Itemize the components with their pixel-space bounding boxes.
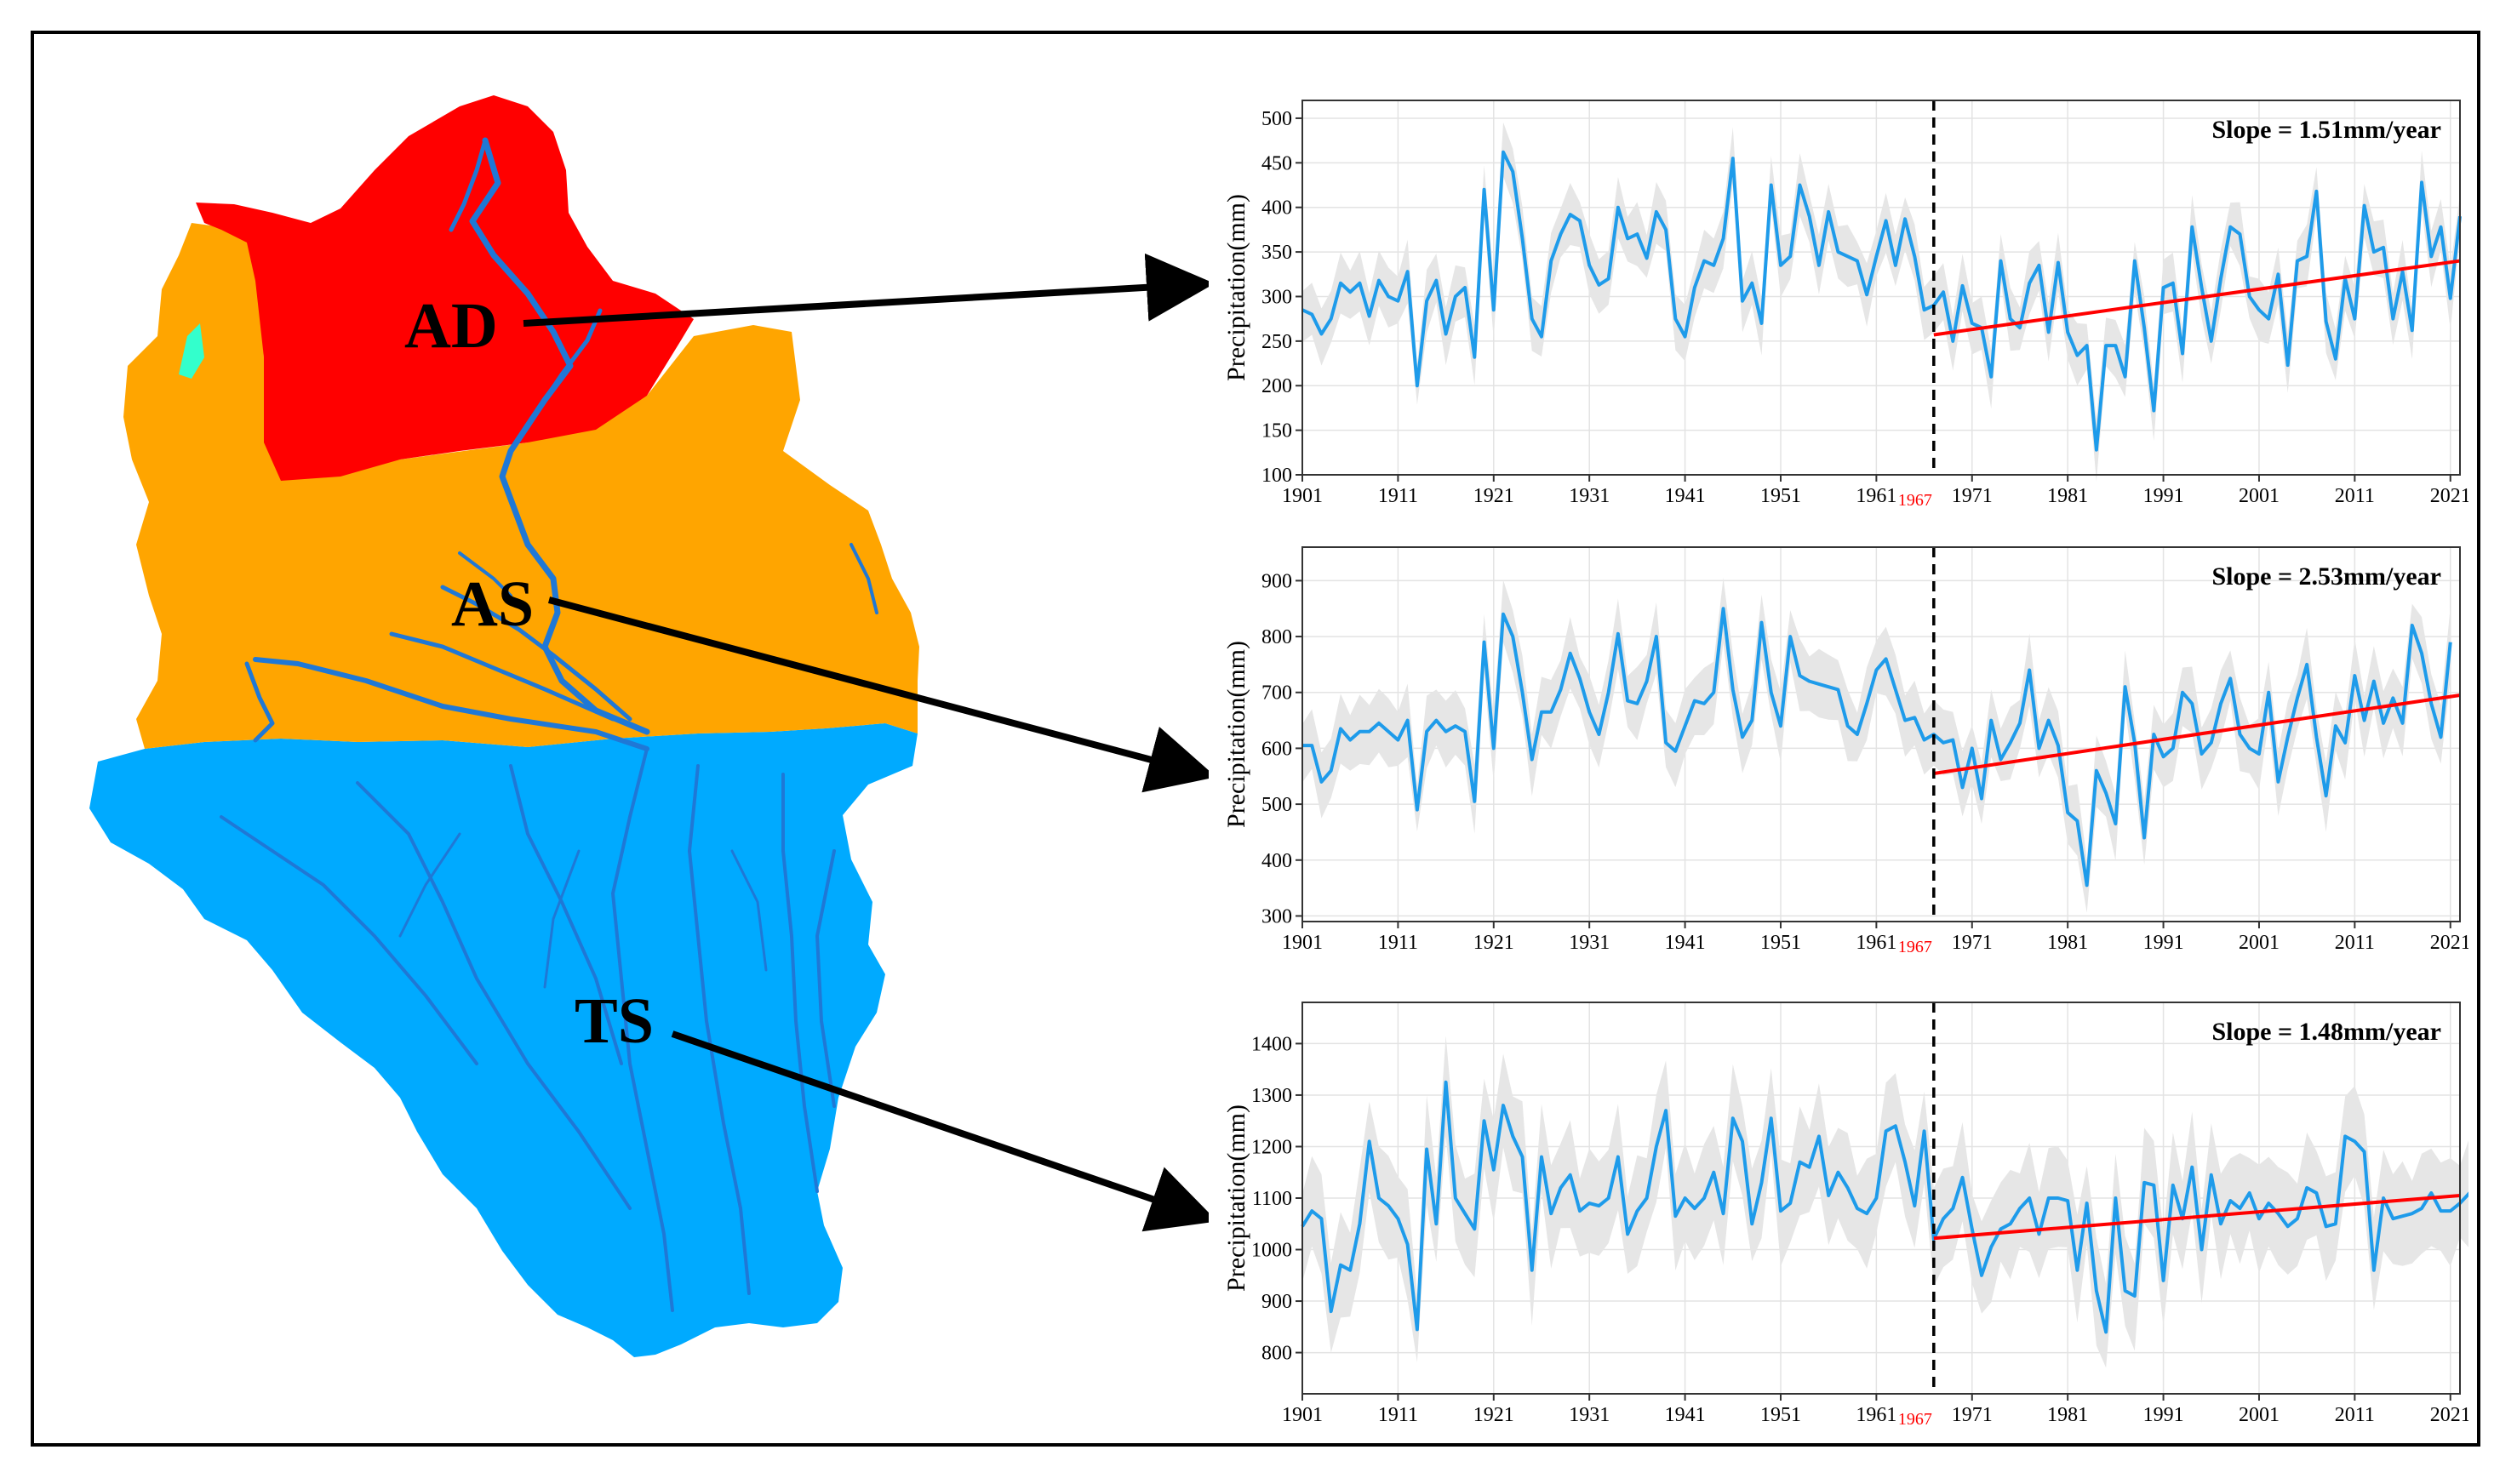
x-tick-label: 1991: [2143, 1404, 2184, 1426]
uncertainty-band: [1302, 1036, 2498, 1368]
x-tick-label: 1921: [1473, 1404, 1514, 1426]
x-tick-label: 1991: [2143, 932, 2184, 954]
y-tick-label: 700: [1261, 682, 1292, 705]
x-tick-label: 1901: [1282, 1404, 1323, 1426]
y-tick-label: 250: [1261, 331, 1292, 353]
region-label-ts: TS: [575, 985, 654, 1057]
x-tick-label: 1951: [1760, 485, 1801, 507]
x-tick-label: 1901: [1282, 932, 1323, 954]
x-tick-label: 1951: [1760, 932, 1801, 954]
y-tick-label: 350: [1261, 242, 1292, 264]
chart-ts: 800 900 1000 1100 1200 1300 1400 1901 1911 1921 19…: [1209, 987, 2500, 1451]
y-tick-label: 1200: [1251, 1136, 1292, 1158]
region-ad: [196, 95, 694, 481]
x-tick-label: 2011: [2335, 1404, 2375, 1426]
x-tick-label: 2001: [2239, 932, 2280, 954]
y-tick-label: 900: [1261, 570, 1292, 592]
x-tick-label: 2021: [2430, 485, 2468, 507]
precipitation-series-line: [1301, 150, 2462, 452]
y-tick-label: 1100: [1252, 1188, 1292, 1210]
x-tick-label: 1911: [1378, 932, 1418, 954]
x-tick-label: 1981: [2047, 485, 2088, 507]
x-tick-label: 1951: [1760, 1404, 1801, 1426]
uncertainty-band: [1302, 578, 2451, 913]
trend-line: [1933, 693, 2461, 775]
uncertainty-band: [1302, 122, 2460, 482]
precipitation-series-line: [1301, 1080, 2500, 1334]
y-tick-label: 1300: [1251, 1085, 1292, 1107]
arrow-ts: [671, 1030, 1209, 1232]
y-tick-label: 1000: [1251, 1240, 1292, 1262]
x-tick-label: 1911: [1378, 1404, 1418, 1426]
chart-as: 300 400 500 600 700 800 900 1901 1911 1921 1931 194…: [1209, 532, 2471, 979]
x-tick-label: 1931: [1569, 932, 1610, 954]
slope-annotation: Slope = 1.48mm/year: [2211, 1018, 2441, 1046]
x-tick-label: 2021: [2430, 932, 2468, 954]
y-tick-label: 300: [1261, 286, 1292, 308]
x-tick-label: 1981: [2047, 1404, 2088, 1426]
x-tick-label: 1991: [2143, 485, 2184, 507]
y-tick-label: 150: [1261, 420, 1292, 442]
y-tick-label: 900: [1261, 1291, 1292, 1313]
x-tick-label: 2021: [2430, 1404, 2468, 1426]
x-tick-label: 1961: [1856, 485, 1896, 507]
y-tick-label: 100: [1261, 465, 1292, 487]
plot-frame: [1301, 546, 2461, 922]
arrow-ad: [523, 253, 1209, 327]
x-tick-label: 1921: [1473, 485, 1514, 507]
x-tick-label: 2001: [2239, 1404, 2280, 1426]
wetland-patch: [179, 323, 204, 379]
y-tick-label: 500: [1261, 794, 1292, 816]
x-tick-label: 1961: [1856, 932, 1896, 954]
x-tick-label: 1971: [1952, 485, 1993, 507]
x-tick-label: 1911: [1378, 485, 1418, 507]
slope-annotation: Slope = 2.53mm/year: [2211, 562, 2441, 591]
y-tick-label: 800: [1261, 626, 1292, 648]
y-tick-label: 450: [1261, 152, 1292, 174]
y-axis-label: Precipitation(mm): [1222, 1104, 1250, 1292]
x-tick-label: 1961: [1856, 1404, 1896, 1426]
y-tick-label: 200: [1261, 375, 1292, 397]
region-as: [123, 223, 919, 749]
trend-line: [1933, 1193, 2461, 1241]
x-tick-label: 2011: [2335, 485, 2375, 507]
trend-line: [1933, 259, 2461, 337]
x-tick-label: 2011: [2335, 932, 2375, 954]
x-tick-label: 1901: [1282, 485, 1323, 507]
x-tick-label: 1981: [2047, 932, 2088, 954]
y-tick-label: 600: [1261, 738, 1292, 760]
river-network: [220, 137, 878, 1312]
y-tick-label: 800: [1261, 1343, 1292, 1365]
y-tick-label: 400: [1261, 197, 1292, 220]
x-tick-label: 1931: [1569, 485, 1610, 507]
slope-annotation: Slope = 1.51mm/year: [2211, 116, 2441, 144]
y-tick-label: 1400: [1251, 1033, 1292, 1055]
x-tick-label: 1971: [1952, 932, 1993, 954]
x-tick-label: 1971: [1952, 1404, 1993, 1426]
chart-ad: 100 150 200 250 300 350 400 450 500 1901 1911 1921 1…: [1209, 85, 2471, 532]
x-tick-label: 2001: [2239, 485, 2280, 507]
x-tick-label: 1941: [1665, 932, 1706, 954]
y-axis-label: Precipitation(mm): [1222, 194, 1250, 381]
region-ts: [89, 723, 918, 1357]
y-tick-label: 300: [1261, 905, 1292, 928]
watershed-map: AD AS TS: [89, 95, 1209, 1357]
y-tick-label: 500: [1261, 108, 1292, 130]
plot-frame: [1301, 100, 2461, 476]
x-tick-label: 1941: [1665, 485, 1706, 507]
region-label-ad: AD: [404, 290, 498, 362]
y-axis-label: Precipitation(mm): [1222, 641, 1250, 828]
x-tick-label: 1931: [1569, 1404, 1610, 1426]
change-year-label: 1967: [1898, 491, 1932, 510]
x-tick-label: 1921: [1473, 932, 1514, 954]
x-tick-label: 1941: [1665, 1404, 1706, 1426]
change-year-label: 1967: [1898, 1410, 1932, 1429]
region-label-as: AS: [451, 568, 534, 640]
y-tick-label: 400: [1261, 850, 1292, 872]
arrow-as: [547, 596, 1209, 793]
change-year-label: 1967: [1898, 938, 1932, 956]
figure-frame: [31, 31, 2480, 1447]
